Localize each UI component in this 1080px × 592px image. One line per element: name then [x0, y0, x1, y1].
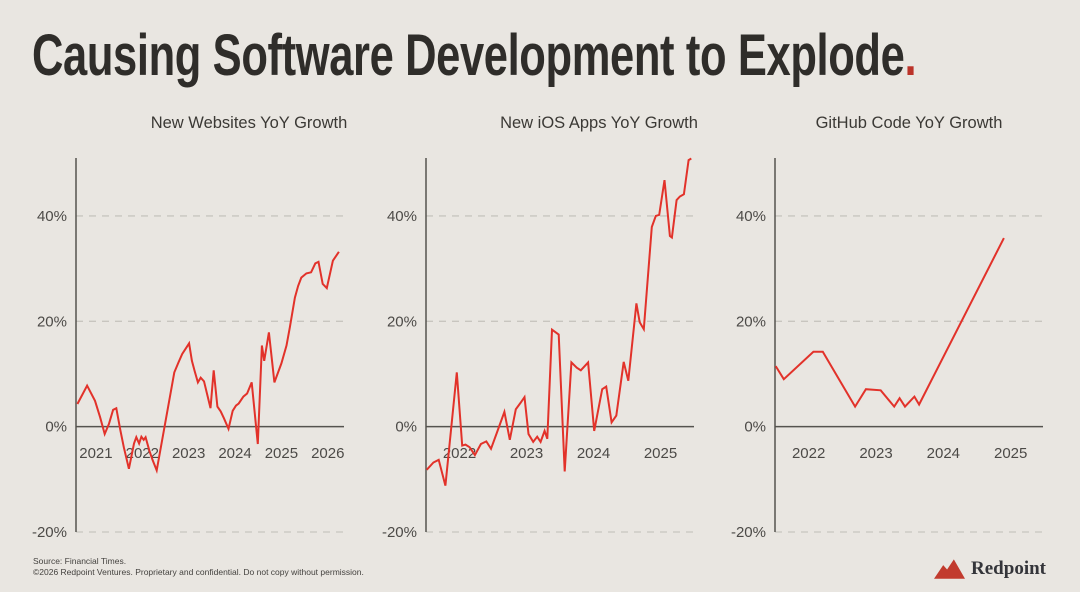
footer-copyright-line: ©2026 Redpoint Ventures. Proprietary and… [33, 567, 364, 577]
logo-wordmark: Redpoint [971, 558, 1046, 579]
x-tick-label: 2022 [792, 445, 825, 462]
footer-source-line: Source: Financial Times. [33, 556, 127, 566]
redpoint-logo: Redpoint [934, 557, 1046, 581]
y-tick-label: 20% [736, 313, 766, 330]
mountain-icon [934, 559, 966, 579]
chart-new-websites: 40% 20% 0% -20% 2021 2022 2023 2024 2025 2026 [28, 150, 358, 550]
x-tick-label: 2022 [126, 445, 159, 462]
yoy-growth-line [425, 157, 692, 486]
footer-source-note: Source: Financial Times. ©2026 Redpoint … [33, 556, 364, 578]
y-tick-label: -20% [32, 524, 67, 541]
chart-title-github-code: GitHub Code YoY Growth [815, 114, 1003, 132]
chart-svg: 40% 20% 0% -20% 2022 2023 2024 2025 [382, 157, 694, 541]
chart-title-new-websites: New Websites YoY Growth [150, 114, 348, 132]
chart-svg: 40% 20% 0% -20% 2022 2023 2024 2025 [731, 158, 1043, 541]
x-tick-label: 2023 [510, 445, 543, 462]
x-tick-label: 2022 [443, 445, 476, 462]
x-tick-label: 2023 [859, 445, 892, 462]
y-tick-label: 0% [744, 419, 766, 436]
x-tick-label: 2025 [265, 445, 298, 462]
x-tick-label: 2021 [79, 445, 112, 462]
x-tick-label: 2025 [644, 445, 677, 462]
page-title-text: Causing Software Development to Explode [32, 23, 905, 88]
y-tick-label: 20% [387, 313, 417, 330]
page-title-accent-period: . [904, 23, 917, 88]
x-tick-label: 2026 [311, 445, 344, 462]
y-tick-label: 40% [37, 208, 67, 225]
page-title: Causing Software Development to Explode. [32, 23, 917, 88]
y-tick-label: 20% [37, 313, 67, 330]
yoy-growth-line [76, 251, 340, 475]
x-tick-label: 2024 [218, 445, 251, 462]
y-tick-label: -20% [382, 524, 417, 541]
y-tick-label: -20% [731, 524, 766, 541]
x-tick-label: 2025 [994, 445, 1027, 462]
yoy-growth-line [774, 237, 1005, 409]
chart-github-code: 40% 20% 0% -20% 2022 2023 2024 2025 [727, 150, 1057, 550]
y-tick-label: 0% [45, 419, 67, 436]
x-tick-label: 2024 [577, 445, 610, 462]
y-tick-label: 0% [395, 419, 417, 436]
chart-title-new-ios-apps: New iOS Apps YoY Growth [500, 114, 698, 132]
y-tick-label: 40% [736, 208, 766, 225]
x-tick-label: 2023 [172, 445, 205, 462]
x-tick-label: 2024 [927, 445, 960, 462]
chart-svg: 40% 20% 0% -20% 2021 2022 2023 2024 2025 2026 [32, 158, 344, 541]
y-tick-label: 40% [387, 208, 417, 225]
chart-new-ios-apps: 40% 20% 0% -20% 2022 2023 2024 2025 [378, 150, 708, 550]
